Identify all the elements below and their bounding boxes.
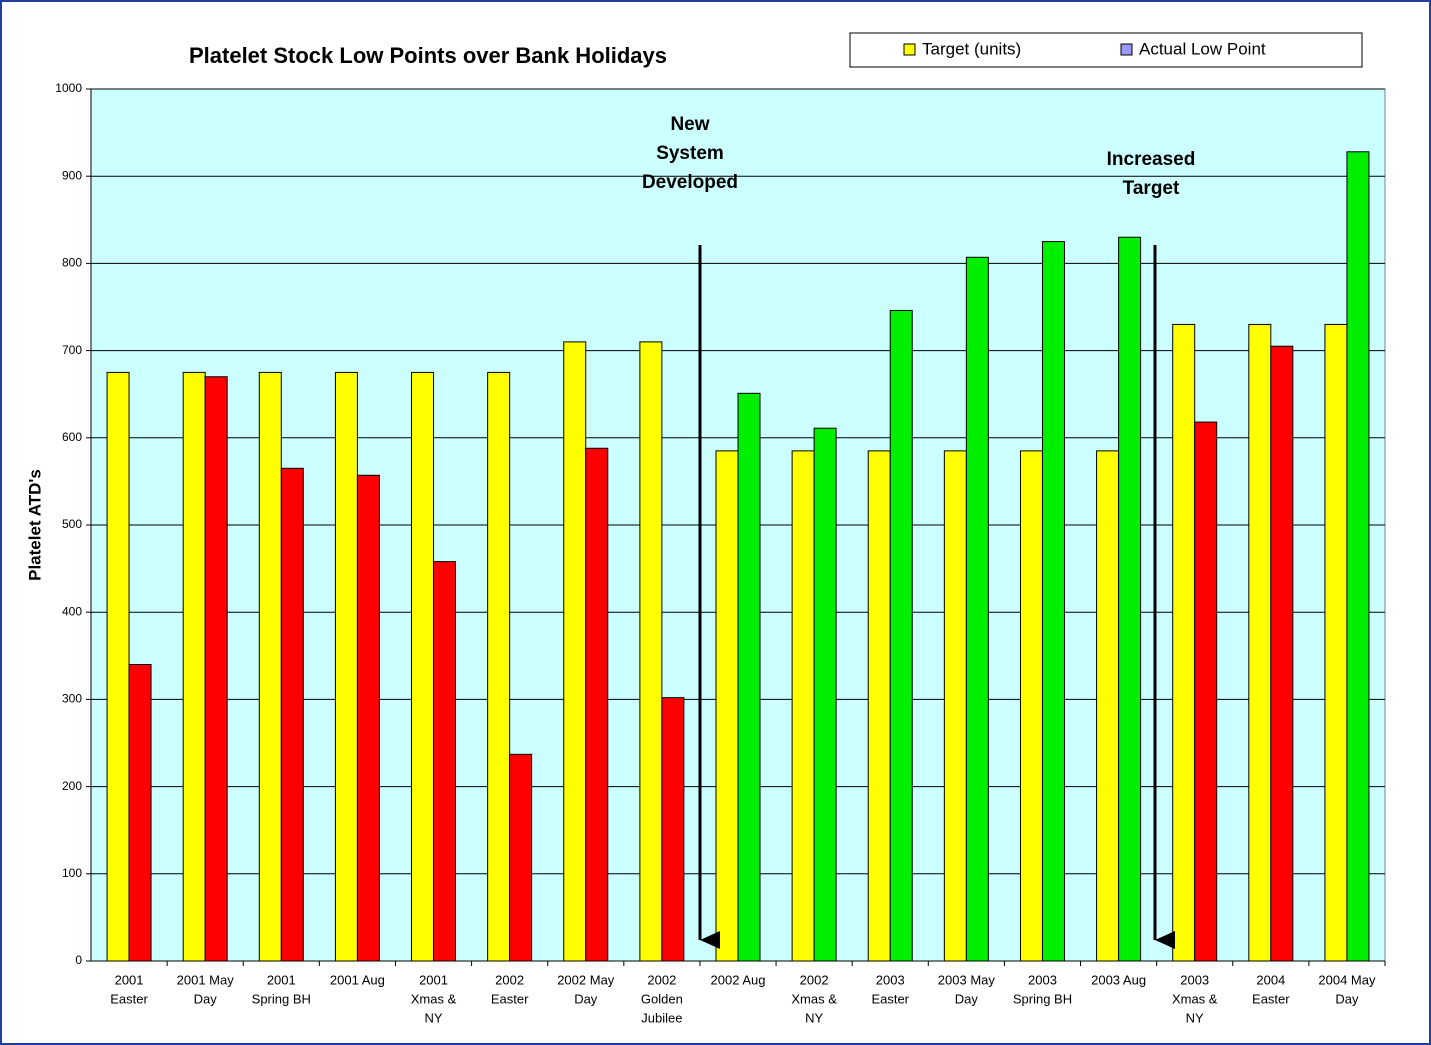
bar bbox=[106, 371, 130, 962]
x-tick-label: 2003 May bbox=[938, 972, 996, 987]
x-tick-label: Easter bbox=[110, 991, 148, 1006]
x-tick-label: Day bbox=[1335, 991, 1359, 1006]
x-tick-label: 2002 bbox=[495, 972, 524, 987]
x-tick-label: Easter bbox=[871, 991, 909, 1006]
y-tick-label: 500 bbox=[62, 517, 82, 531]
bar bbox=[128, 664, 152, 962]
y-tick-label: 800 bbox=[62, 256, 82, 270]
annotation: Developed bbox=[642, 172, 738, 193]
x-tick-label: 2003 bbox=[1028, 972, 1057, 987]
x-tick-label: 2001 bbox=[267, 972, 296, 987]
bar bbox=[639, 341, 663, 962]
legend-swatch bbox=[1120, 43, 1133, 56]
x-tick-label: Easter bbox=[491, 991, 529, 1006]
bar bbox=[1041, 241, 1065, 962]
x-tick-label: 2003 bbox=[876, 972, 905, 987]
x-tick-label: Jubilee bbox=[641, 1010, 682, 1025]
legend-label: Target (units) bbox=[922, 39, 1021, 58]
bar bbox=[1096, 450, 1120, 962]
x-tick-label: 2004 May bbox=[1318, 972, 1376, 987]
x-tick-label: Day bbox=[194, 991, 218, 1006]
bar bbox=[1118, 236, 1142, 962]
y-tick-label: 1000 bbox=[55, 81, 82, 95]
x-tick-label: 2002 May bbox=[557, 972, 615, 987]
x-tick-label: 2001 May bbox=[177, 972, 235, 987]
x-tick-label: NY bbox=[1186, 1010, 1204, 1025]
x-tick-label: Day bbox=[955, 991, 979, 1006]
y-tick-label: 0 bbox=[75, 953, 82, 967]
y-axis-title: Platelet ATD's bbox=[25, 469, 44, 581]
bar bbox=[487, 371, 511, 962]
bar bbox=[204, 376, 228, 962]
bar bbox=[258, 371, 282, 962]
bar bbox=[411, 371, 435, 962]
bar bbox=[943, 450, 967, 962]
bar bbox=[1248, 323, 1272, 962]
x-tick-label: 2001 bbox=[115, 972, 144, 987]
x-tick-label: 2002 Aug bbox=[711, 972, 766, 987]
x-tick-label: Xmas & bbox=[1172, 991, 1218, 1006]
y-tick-label: 600 bbox=[62, 430, 82, 444]
bar bbox=[1270, 345, 1294, 962]
x-tick-label: Spring BH bbox=[1013, 991, 1072, 1006]
bar bbox=[334, 371, 358, 962]
x-tick-label: 2001 bbox=[419, 972, 448, 987]
bar bbox=[889, 309, 913, 962]
y-tick-label: 900 bbox=[62, 168, 82, 182]
annotation: Increased bbox=[1107, 149, 1196, 170]
annotation: Target bbox=[1123, 178, 1180, 199]
bar bbox=[791, 450, 815, 962]
bar bbox=[965, 256, 989, 962]
bar bbox=[563, 341, 587, 962]
legend bbox=[849, 32, 1363, 68]
x-tick-label: 2002 bbox=[647, 972, 676, 987]
bar bbox=[813, 427, 837, 962]
bar bbox=[715, 450, 739, 962]
x-tick-label: Easter bbox=[1252, 991, 1290, 1006]
bar bbox=[433, 561, 457, 962]
y-tick-label: 400 bbox=[62, 604, 82, 618]
x-tick-label: Golden bbox=[641, 991, 683, 1006]
y-tick-label: 300 bbox=[62, 692, 82, 706]
bar bbox=[356, 474, 380, 962]
y-tick-label: 200 bbox=[62, 779, 82, 793]
x-tick-label: Spring BH bbox=[252, 991, 311, 1006]
x-tick-label: 2004 bbox=[1256, 972, 1285, 987]
y-tick-label: 700 bbox=[62, 343, 82, 357]
bar bbox=[1194, 421, 1218, 962]
x-tick-label: 2002 bbox=[800, 972, 829, 987]
bar bbox=[1019, 450, 1043, 962]
x-tick-label: Day bbox=[574, 991, 598, 1006]
bar bbox=[1324, 323, 1348, 962]
x-tick-label: 2001 Aug bbox=[330, 972, 385, 987]
bar bbox=[867, 450, 891, 962]
bar bbox=[182, 371, 206, 962]
x-tick-label: NY bbox=[424, 1010, 442, 1025]
x-tick-label: NY bbox=[805, 1010, 823, 1025]
annotation: New bbox=[670, 114, 709, 135]
legend-swatch bbox=[903, 43, 916, 56]
y-tick-label: 100 bbox=[62, 866, 82, 880]
x-tick-label: 2003 Aug bbox=[1091, 972, 1146, 987]
annotation: System bbox=[656, 143, 724, 164]
bar bbox=[280, 467, 304, 962]
bar bbox=[585, 447, 609, 962]
bar bbox=[1172, 323, 1196, 962]
bar bbox=[509, 753, 533, 962]
x-tick-label: Xmas & bbox=[791, 991, 837, 1006]
legend-label: Actual Low Point bbox=[1139, 39, 1266, 58]
bar bbox=[1346, 151, 1370, 962]
chart-title: Platelet Stock Low Points over Bank Holi… bbox=[189, 43, 667, 68]
x-tick-label: Xmas & bbox=[411, 991, 457, 1006]
bar bbox=[737, 392, 761, 962]
x-tick-label: 2003 bbox=[1180, 972, 1209, 987]
bar bbox=[661, 697, 685, 962]
